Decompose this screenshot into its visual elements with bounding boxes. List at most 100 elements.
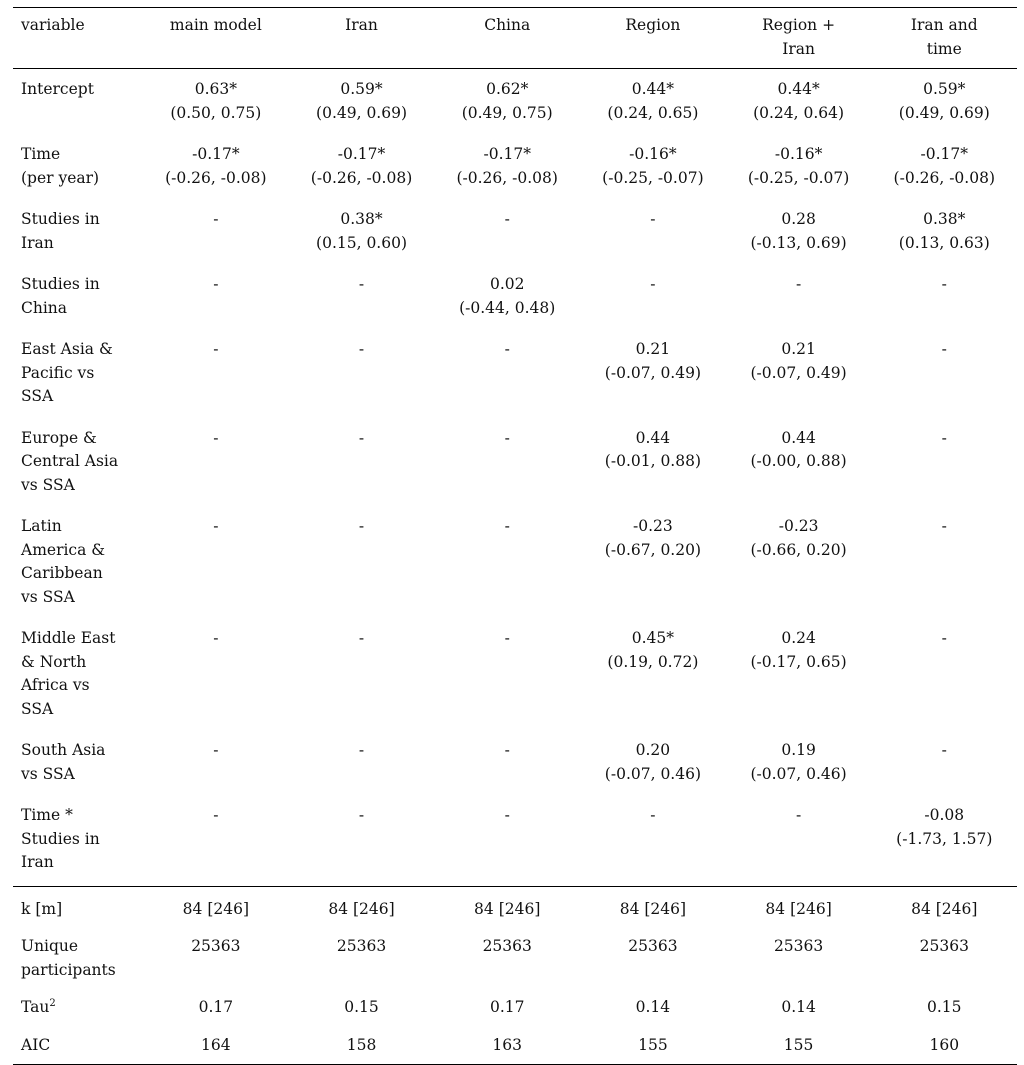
- estimate-cell: -0.17* (-0.26, -0.08): [143, 134, 289, 199]
- table-row: Studies in China - - 0.02 (-0.44, 0.48) - - -: [13, 264, 1017, 329]
- confidence-interval: (-0.26, -0.08): [310, 168, 413, 187]
- estimate-cell: -: [143, 618, 289, 730]
- confidence-interval: (-0.07, 0.49): [604, 363, 702, 382]
- estimate-value: -: [941, 741, 947, 759]
- estimate-cell: -: [434, 730, 580, 795]
- estimate-cell: -: [143, 329, 289, 418]
- stat-label: AIC: [13, 1026, 143, 1065]
- row-label: Middle East & North Africa vs SSA: [21, 629, 116, 718]
- stat-value: 25363: [773, 937, 824, 955]
- column-header: variable: [13, 7, 143, 69]
- confidence-interval: (0.19, 0.72): [607, 652, 699, 671]
- stat-value: 25363: [191, 937, 241, 955]
- stat-value: 0.14: [635, 998, 671, 1016]
- stat-value: 84 [246]: [288, 885, 435, 928]
- stat-value: 84 [246]: [871, 885, 1018, 928]
- estimate-cell: -0.23 (-0.67, 0.20): [580, 506, 726, 618]
- estimate-value: -: [504, 210, 510, 228]
- estimate-cell: 0.02 (-0.44, 0.48): [434, 264, 580, 329]
- estimate-cell: -0.16* (-0.25, -0.07): [580, 134, 726, 199]
- estimate-cell: -: [871, 264, 1017, 329]
- stat-value: 25363: [919, 937, 969, 955]
- estimate-cell: -: [434, 506, 580, 618]
- stat-value: 158: [288, 1026, 435, 1065]
- estimate-value: -0.23: [633, 517, 673, 535]
- estimate-value: -: [795, 275, 802, 293]
- estimate-cell: 0.44 (-0.01, 0.88): [580, 418, 726, 507]
- estimate-value: -: [941, 517, 947, 535]
- stat-value: 163: [434, 1026, 581, 1065]
- estimate-cell: -0.17* (-0.26, -0.08): [871, 134, 1017, 199]
- estimate-cell: -: [289, 618, 435, 730]
- estimate-cell: -: [143, 730, 289, 795]
- estimate-value: 0.21: [781, 340, 816, 358]
- stats-row: k [m] 84 [246] 84 [246] 84 [246] 84 [246] 84 …: [13, 885, 1018, 928]
- estimate-value: -: [650, 806, 656, 824]
- estimate-cell: -: [726, 795, 872, 886]
- estimate-value: -: [650, 210, 656, 228]
- estimate-value: -: [941, 629, 947, 647]
- estimate-value: 0.24: [781, 629, 816, 647]
- estimate-value: -0.16*: [629, 145, 677, 163]
- estimate-cell: -: [871, 618, 1017, 730]
- confidence-interval: (-0.26, -0.08): [165, 168, 267, 187]
- stat-value: 0.14: [781, 998, 816, 1016]
- estimate-cell: 0.19 (-0.07, 0.46): [726, 730, 872, 795]
- estimate-value: -: [504, 629, 510, 647]
- estimate-cell: -: [871, 418, 1017, 507]
- row-label: Studies in China: [21, 275, 100, 317]
- estimate-value: 0.63*: [194, 80, 237, 98]
- column-header: main model: [143, 7, 289, 69]
- estimate-cell: 0.62* (0.49, 0.75): [434, 69, 580, 135]
- estimate-value: -: [358, 629, 365, 647]
- estimate-value: 0.38*: [923, 210, 966, 228]
- estimate-cell: -: [871, 506, 1017, 618]
- estimate-value: -: [358, 806, 365, 824]
- table-row: Time * Studies in Iran - - - - - -0.08 (-1.73, …: [13, 795, 1017, 886]
- estimate-cell: 0.45* (0.19, 0.72): [580, 618, 726, 730]
- estimate-cell: -: [434, 329, 580, 418]
- stat-value: 160: [871, 1026, 1018, 1065]
- confidence-interval: (0.24, 0.64): [753, 103, 845, 122]
- confidence-interval: (-0.00, 0.88): [750, 452, 847, 470]
- estimate-cell: 0.59* (0.49, 0.69): [871, 69, 1017, 135]
- estimate-cell: -: [289, 506, 435, 618]
- estimate-value: -: [213, 275, 219, 293]
- confidence-interval: (0.13, 0.63): [898, 233, 990, 252]
- stat-value: 84 [246]: [434, 885, 581, 928]
- estimate-cell: -: [871, 730, 1017, 795]
- estimate-value: -: [504, 428, 510, 447]
- stat-value: 25363: [336, 937, 387, 955]
- column-header: Region: [580, 7, 726, 69]
- table-row: Europe & Central Asia vs SSA - - - 0.44 (-0.0…: [13, 418, 1017, 507]
- confidence-interval: (-0.25, -0.07): [747, 168, 850, 187]
- confidence-interval: (0.49, 0.75): [461, 103, 553, 122]
- stat-label: Unique participants: [21, 937, 116, 979]
- estimate-cell: -0.17* (-0.26, -0.08): [289, 134, 435, 199]
- estimate-value: -: [504, 806, 510, 824]
- regression-results-table: variable main model Iran China Region Re…: [13, 7, 1018, 1065]
- table-row: East Asia & Pacific vs SSA - - - 0.21 (-0.07,…: [13, 329, 1017, 418]
- confidence-interval: (-0.07, 0.49): [750, 363, 847, 382]
- estimate-value: 0.59*: [340, 80, 383, 98]
- estimate-cell: -0.08 (-1.73, 1.57): [871, 795, 1017, 886]
- estimate-cell: -: [289, 795, 435, 886]
- estimate-value: 0.59*: [923, 80, 966, 98]
- stat-value: 155: [580, 1026, 726, 1065]
- stat-value: 164: [143, 1026, 289, 1065]
- estimate-value: -: [504, 517, 510, 535]
- estimate-cell: 0.63* (0.50, 0.75): [143, 69, 289, 135]
- estimate-value: -: [213, 210, 219, 228]
- estimate-value: -: [213, 428, 219, 447]
- estimate-value: -: [795, 806, 802, 824]
- confidence-interval: (-0.01, 0.88): [604, 452, 702, 470]
- stat-value: 0.17: [198, 998, 234, 1016]
- estimate-value: 0.62*: [486, 80, 529, 98]
- estimate-value: -0.17*: [483, 145, 531, 163]
- estimate-cell: 0.21 (-0.07, 0.49): [580, 329, 726, 418]
- estimate-value: -0.16*: [774, 145, 823, 163]
- estimate-cell: 0.20 (-0.07, 0.46): [580, 730, 726, 795]
- estimate-value: -: [213, 741, 219, 759]
- stat-value: 0.15: [344, 998, 379, 1016]
- confidence-interval: (0.15, 0.60): [316, 233, 408, 252]
